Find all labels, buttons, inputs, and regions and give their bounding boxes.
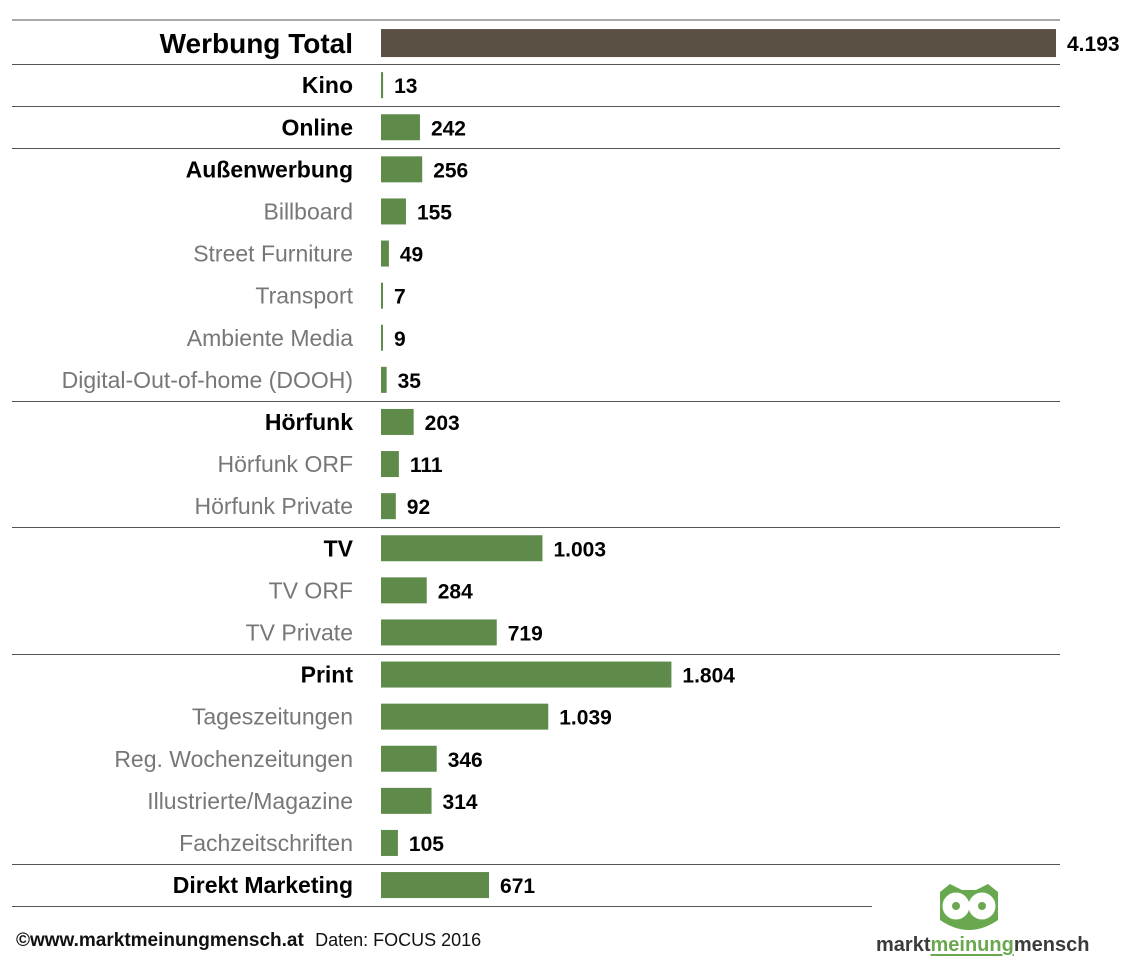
category-label: Hörfunk ORF	[218, 451, 353, 477]
bar	[381, 366, 387, 393]
category-label: Fachzeitschriften	[179, 830, 353, 856]
bar	[381, 872, 490, 899]
bar	[381, 198, 406, 225]
category-label: Kino	[302, 72, 353, 98]
category-label: Illustrierte/Magazine	[147, 788, 353, 814]
bar	[381, 829, 398, 856]
category-label: Transport	[255, 283, 353, 309]
value-label: 92	[407, 496, 430, 519]
category-label: TV	[324, 535, 354, 561]
bar	[381, 661, 672, 688]
category-label: Billboard	[264, 198, 354, 224]
owl-icon	[940, 884, 998, 930]
value-label: 9	[394, 328, 406, 351]
value-label: 35	[398, 370, 422, 393]
footer: ©www.marktmeinungmensch.at Daten: FOCUS …	[16, 930, 481, 952]
brand-logo: marktmeinungmensch	[876, 880, 1116, 970]
category-label: Online	[281, 114, 353, 140]
value-label: 155	[417, 201, 452, 224]
bar	[381, 29, 1056, 58]
value-label: 49	[400, 244, 423, 267]
category-label: Print	[301, 662, 354, 688]
data-source: Daten: FOCUS 2016	[315, 930, 482, 950]
bar	[381, 282, 383, 309]
value-label: 256	[433, 159, 468, 182]
value-label: 284	[438, 580, 473, 603]
value-label: 314	[443, 791, 478, 814]
category-label: Direkt Marketing	[173, 872, 353, 898]
value-label: 1.003	[553, 538, 606, 561]
bar	[381, 535, 543, 562]
value-label: 13	[394, 75, 417, 98]
bar	[381, 72, 384, 99]
category-label: Digital-Out-of-home (DOOH)	[62, 367, 353, 393]
category-label: TV Private	[246, 619, 353, 645]
category-label: Werbung Total	[160, 28, 353, 59]
bar	[381, 577, 427, 604]
bar	[381, 114, 420, 141]
value-label: 719	[508, 622, 543, 645]
bar-chart: Werbung Total 4.193 Kino 13 Online 242 Außenwe…	[12, 19, 1120, 907]
copyright-link[interactable]: ©www.marktmeinungmensch.at	[16, 930, 304, 951]
category-label: Hörfunk	[265, 409, 353, 435]
value-label: 105	[409, 833, 444, 856]
value-label: 111	[410, 454, 443, 477]
bar	[381, 451, 399, 478]
category-label: Ambiente Media	[187, 325, 353, 351]
category-label: Reg. Wochenzeitungen	[114, 746, 353, 772]
category-label: Street Furniture	[193, 241, 353, 267]
value-label: 203	[425, 412, 460, 435]
bar	[381, 493, 396, 520]
value-label: 4.193	[1067, 33, 1120, 56]
bar	[381, 619, 497, 646]
value-label: 671	[500, 875, 535, 898]
bar	[381, 745, 437, 772]
bar	[381, 703, 549, 730]
category-label: TV ORF	[269, 577, 353, 603]
bar	[381, 408, 414, 435]
value-label: 1.804	[682, 665, 735, 688]
logo-text: marktmeinungmensch	[876, 934, 1090, 956]
value-label: 7	[394, 286, 406, 309]
value-label: 1.039	[559, 707, 612, 730]
value-label: 242	[431, 117, 466, 140]
bar	[381, 324, 383, 351]
category-label: Außenwerbung	[186, 156, 353, 182]
bar	[381, 156, 423, 183]
category-label: Tageszeitungen	[192, 704, 353, 730]
value-label: 346	[448, 749, 483, 772]
bar	[381, 240, 389, 267]
category-label: Hörfunk Private	[194, 493, 353, 519]
bar	[381, 787, 432, 814]
